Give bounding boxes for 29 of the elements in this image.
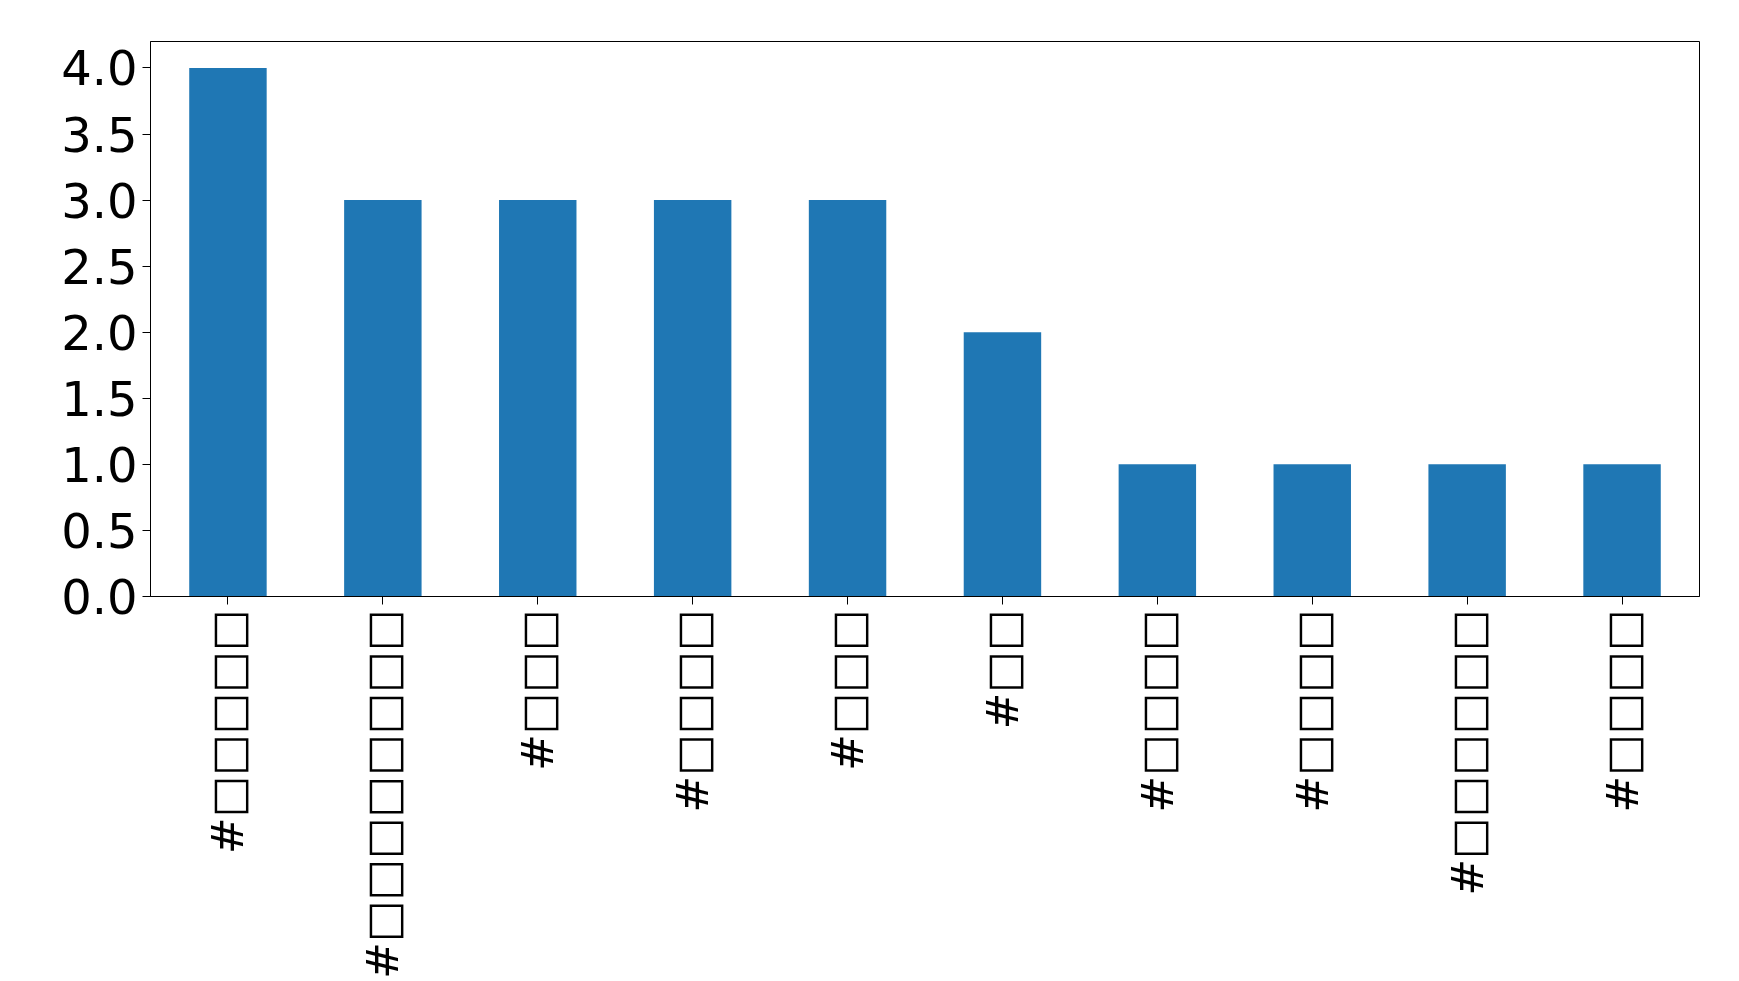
x-tick-label: #□□□□ — [667, 609, 719, 813]
y-tick-label: 4.0 — [61, 40, 138, 97]
bar — [1583, 464, 1661, 597]
bar — [499, 200, 577, 597]
y-tick-label: 2.0 — [61, 304, 138, 361]
y-tick-label: 1.0 — [61, 436, 138, 493]
y-tick-label: 0.5 — [61, 502, 138, 559]
x-tick-label: #□□□□ — [1596, 609, 1648, 813]
bar — [808, 200, 887, 597]
x-tick-label: #□□□□□□□□ — [357, 609, 409, 979]
x-tick-label: #□□□□□ — [202, 609, 254, 855]
x-tick-label: #□□□□□□ — [1441, 609, 1493, 896]
y-tick-label: 0.0 — [61, 569, 138, 625]
x-tick-label: #□□□□ — [1131, 609, 1183, 813]
x-tick-label: #□□□ — [822, 609, 874, 772]
x-tick-label: #□□ — [976, 609, 1028, 730]
bar — [1273, 464, 1351, 597]
x-tick-label: #□□□□ — [1286, 609, 1338, 813]
bar — [1118, 464, 1197, 597]
y-tick-label: 2.5 — [61, 238, 138, 295]
y-tick-label: 3.5 — [61, 106, 138, 163]
x-tick-label: #□□□ — [512, 609, 564, 772]
bar — [189, 67, 267, 597]
y-tick-label: 3.0 — [61, 172, 138, 229]
bar — [344, 200, 422, 597]
bar — [963, 332, 1042, 597]
bar — [653, 200, 732, 597]
bar — [1428, 464, 1506, 597]
y-tick-label: 1.5 — [61, 370, 138, 427]
